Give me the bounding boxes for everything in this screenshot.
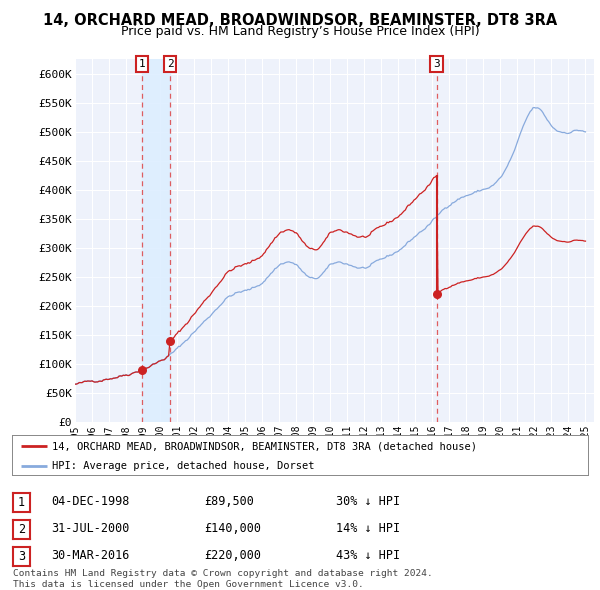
Text: 2: 2: [167, 59, 173, 69]
Text: 1: 1: [18, 496, 25, 509]
Text: 43% ↓ HPI: 43% ↓ HPI: [336, 549, 400, 562]
Text: £89,500: £89,500: [204, 495, 254, 508]
Text: 14% ↓ HPI: 14% ↓ HPI: [336, 522, 400, 535]
Text: HPI: Average price, detached house, Dorset: HPI: Average price, detached house, Dors…: [52, 461, 315, 471]
Text: 1: 1: [138, 59, 145, 69]
Point: [165, 336, 175, 345]
Point: [137, 365, 146, 375]
Text: 2: 2: [18, 523, 25, 536]
Point: [432, 290, 442, 299]
Text: Price paid vs. HM Land Registry’s House Price Index (HPI): Price paid vs. HM Land Registry’s House …: [121, 25, 479, 38]
Text: 31-JUL-2000: 31-JUL-2000: [51, 522, 130, 535]
Text: 3: 3: [18, 550, 25, 563]
Bar: [142, 59, 170, 422]
Text: 30% ↓ HPI: 30% ↓ HPI: [336, 495, 400, 508]
Text: 14, ORCHARD MEAD, BROADWINDSOR, BEAMINSTER, DT8 3RA (detached house): 14, ORCHARD MEAD, BROADWINDSOR, BEAMINST…: [52, 441, 478, 451]
Text: £220,000: £220,000: [204, 549, 261, 562]
Text: 14, ORCHARD MEAD, BROADWINDSOR, BEAMINSTER, DT8 3RA: 14, ORCHARD MEAD, BROADWINDSOR, BEAMINST…: [43, 13, 557, 28]
Text: 3: 3: [433, 59, 440, 69]
Text: 30-MAR-2016: 30-MAR-2016: [51, 549, 130, 562]
Text: 04-DEC-1998: 04-DEC-1998: [51, 495, 130, 508]
Text: Contains HM Land Registry data © Crown copyright and database right 2024.
This d: Contains HM Land Registry data © Crown c…: [13, 569, 433, 589]
Text: £140,000: £140,000: [204, 522, 261, 535]
